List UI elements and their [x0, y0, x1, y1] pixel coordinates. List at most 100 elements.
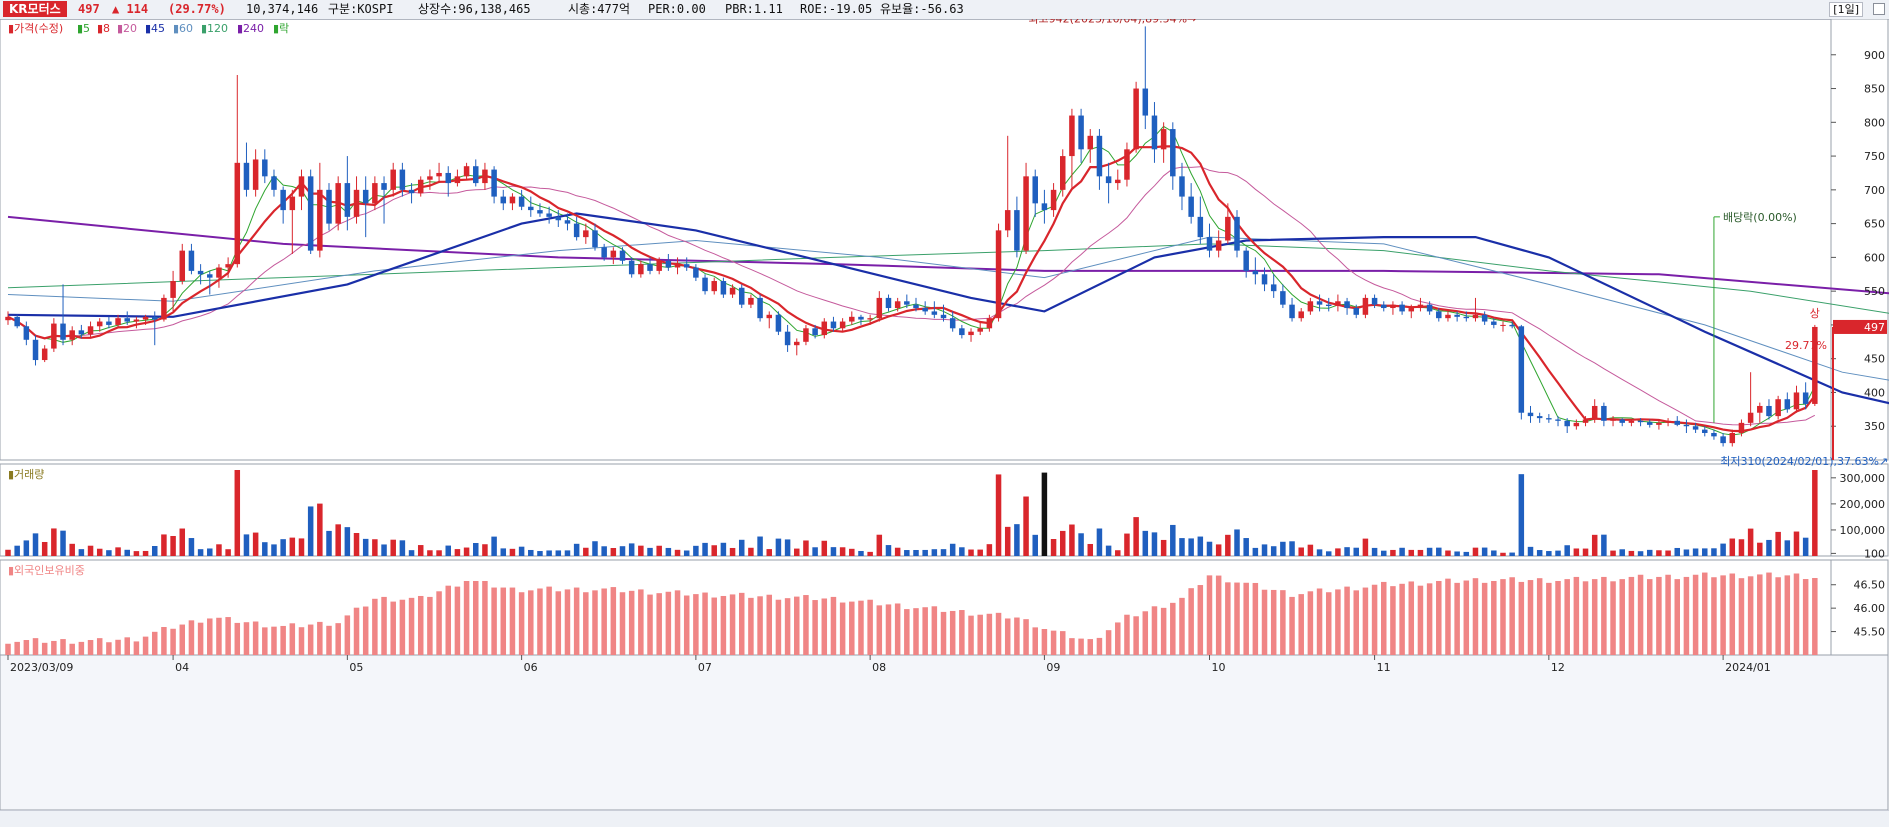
legend-item: ▮20 [117, 22, 137, 35]
volume-bar [821, 540, 828, 556]
volume-bar [51, 528, 57, 556]
foreign-bar [482, 580, 488, 655]
foreign-ratio-bars [5, 572, 1818, 655]
foreign-bar [1729, 573, 1736, 655]
candle-body [1793, 392, 1800, 410]
volume-bar [1105, 545, 1112, 556]
foreign-bar [417, 595, 424, 655]
legend-item: ▮락 [273, 22, 289, 35]
foreign-bar [1711, 577, 1717, 655]
candle-body [931, 311, 938, 315]
foreign-bar [252, 621, 259, 655]
volume-bar [5, 549, 11, 556]
volume-bar [867, 551, 873, 556]
foreign-bar [87, 640, 94, 655]
volume-bar [1133, 517, 1139, 556]
foreign-bar [583, 592, 589, 655]
volume-bar [1225, 534, 1231, 556]
price-tick-label: 550 [1864, 285, 1885, 298]
candle-body [922, 308, 928, 312]
candle-body [702, 277, 708, 292]
volume-bar [1335, 548, 1341, 556]
foreign-bar [1252, 582, 1259, 655]
period-button[interactable]: [1일] [1829, 2, 1863, 17]
panel-border [0, 463, 1832, 557]
volume-bar [1564, 545, 1570, 556]
price-tick-label: 700 [1864, 184, 1885, 197]
volume-bar [1766, 539, 1772, 556]
candle-body [1674, 420, 1681, 425]
candle-body [1014, 210, 1020, 251]
foreign-bar [1692, 574, 1699, 655]
volume-bar [977, 549, 983, 556]
price-tick-label: 650 [1864, 218, 1885, 231]
candle-body [839, 321, 846, 329]
volume-bar [1399, 547, 1405, 556]
candle-body [161, 297, 167, 320]
close-icon[interactable] [1873, 3, 1885, 15]
foreign-bar [1261, 589, 1268, 655]
foreign-bar [41, 642, 48, 655]
volume-bar [748, 547, 754, 556]
volume-bar [674, 549, 681, 556]
foreign-bar [995, 612, 1002, 655]
foreign-bar [748, 597, 754, 655]
volume-bar [399, 540, 406, 556]
candle-body [115, 318, 121, 325]
candle-body [1747, 412, 1754, 423]
volume-bar [812, 547, 818, 556]
foreign-bar [849, 601, 855, 655]
current-price-box [1833, 319, 1887, 334]
foreign-bar [473, 580, 479, 655]
volume-bar [335, 524, 341, 556]
candle-body [1582, 419, 1589, 423]
scroll-bar[interactable] [0, 810, 1889, 827]
volume-bar [1536, 550, 1543, 556]
foreign-tick-label: 46.50 [1854, 579, 1886, 592]
candle-body [207, 274, 213, 278]
foreign-bar [1325, 592, 1332, 655]
foreign-bar [500, 587, 507, 655]
stock-header-bar: KR모터스 497 ▲ 114 (29.77%) 10,374,146 구분:K… [0, 0, 1889, 20]
volume-bar [1234, 529, 1240, 556]
foreign-bar [738, 592, 745, 655]
foreign-bar [931, 606, 938, 655]
foreign-bar [317, 621, 323, 655]
volume-bar [1665, 550, 1671, 556]
candle-body [1692, 426, 1699, 430]
foreign-bar [1381, 581, 1387, 655]
foreign-bar [207, 618, 213, 655]
candle-body [381, 183, 387, 190]
volume-bar [1637, 551, 1644, 556]
volume-bar [216, 544, 222, 556]
volume-bar [1004, 526, 1011, 556]
volume-bar [1426, 547, 1433, 556]
candle-body [1417, 304, 1424, 309]
volume-bar [849, 548, 855, 556]
candle-body [968, 331, 974, 336]
date-tick-label: 10 [1211, 661, 1225, 674]
foreign-bar [463, 580, 470, 655]
volume-bar [1591, 534, 1598, 556]
candle-body [1591, 405, 1598, 420]
foreign-bar [1270, 589, 1277, 655]
stock-chart[interactable]: 350400450500550600650700750800850900300,… [0, 19, 1889, 810]
ma5-line [7, 125, 1816, 436]
candle-body [445, 172, 451, 184]
volume-bar [1729, 538, 1736, 556]
foreign-bar [1546, 582, 1552, 655]
date-tick-label: 06 [524, 661, 538, 674]
ma45-line [7, 212, 1889, 405]
candle-body [1316, 301, 1323, 305]
candle-body [1344, 301, 1350, 309]
candle-body [1234, 216, 1240, 251]
volume-bar [1527, 546, 1534, 556]
candle-body [1362, 297, 1369, 315]
volume-bar [1619, 549, 1625, 556]
volume-bar [1023, 496, 1029, 556]
volume-bar [693, 545, 699, 556]
annotations: 최고942(2023/10/04),89.54%→ 최저310(2024/02/0… [1028, 19, 1888, 468]
candle-body [1087, 135, 1094, 150]
foreign-bar [775, 599, 782, 655]
stock-name-badge[interactable]: KR모터스 [3, 1, 67, 17]
